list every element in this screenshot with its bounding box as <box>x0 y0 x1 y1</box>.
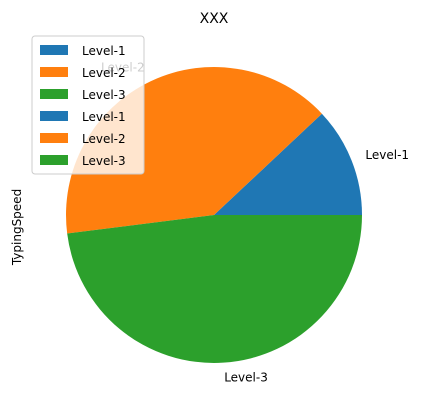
pie-slice-level-1 <box>214 113 362 215</box>
pie-slice-level-3 <box>67 215 363 363</box>
legend-label-level-2: Level-2 <box>82 66 126 80</box>
legend-label-level-3: Level-3 <box>82 154 126 168</box>
legend-label-level-1: Level-1 <box>82 110 126 124</box>
slice-label-level-1: Level-1 <box>365 148 409 162</box>
legend: Level-1 Level-2 Level-3 Level-1 Level-2 Level… <box>31 35 145 175</box>
chart-title: XXX <box>200 11 229 27</box>
legend-swatch-level-1 <box>40 111 68 121</box>
legend-swatch-level-3 <box>40 89 68 99</box>
legend-label-level-3: Level-3 <box>82 88 126 102</box>
legend-swatch-level-2 <box>40 67 68 77</box>
y-axis-label: TypingSpeed <box>10 189 24 266</box>
legend-label-level-1: Level-1 <box>82 44 126 58</box>
slice-label-level-3: Level-3 <box>224 371 268 385</box>
legend-label-level-2: Level-2 <box>82 132 126 146</box>
legend-swatch-level-3 <box>40 155 68 165</box>
legend-swatch-level-1 <box>40 45 68 55</box>
legend-swatch-level-2 <box>40 133 68 143</box>
